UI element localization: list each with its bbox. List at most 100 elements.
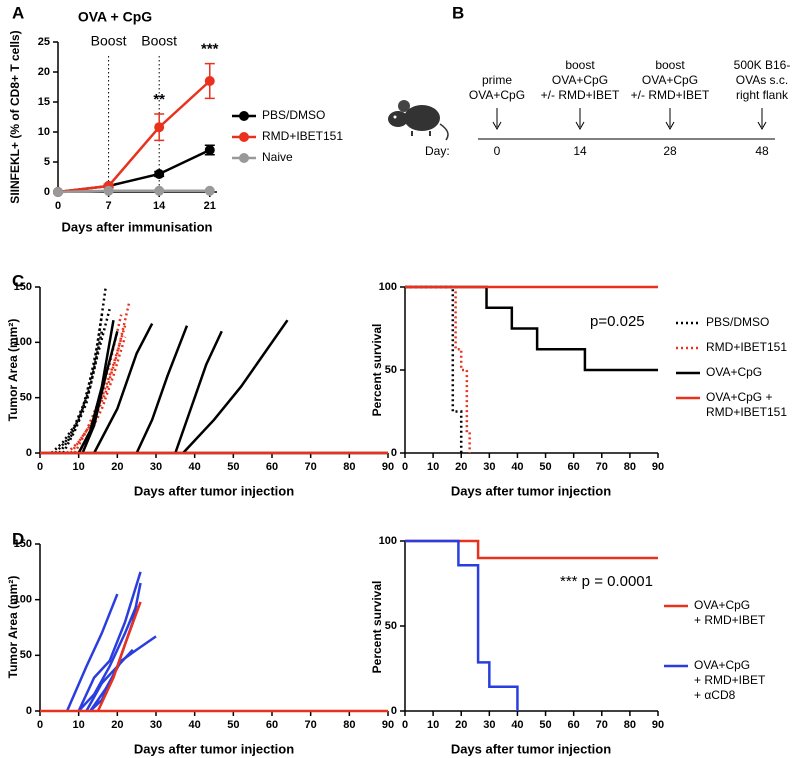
y-axis-title: Tumor Area (mm²)	[6, 319, 20, 422]
y-axis-title: SIINFEKL+ (% of CD8+ T cells)	[8, 30, 22, 203]
x-tick-label: 40	[189, 719, 201, 731]
x-tick-label: 10	[73, 461, 85, 473]
x-tick-label: 60	[266, 719, 278, 731]
event-label: prime OVA+CpG	[468, 73, 526, 102]
boost-label: Boost	[141, 33, 177, 49]
legend-label: OVA+CpG + RMD+IBET151	[706, 390, 788, 419]
mouse-icon	[388, 100, 449, 141]
series-line	[93, 322, 154, 454]
x-tick-label: 60	[568, 719, 580, 731]
data-point	[103, 185, 114, 196]
x-tick-label: 0	[37, 719, 43, 731]
x-axis-title: Days after tumor injection	[451, 483, 611, 498]
x-tick-label: 50	[227, 719, 239, 731]
legend-label: PBS/DMSO	[262, 108, 326, 122]
significance-label: **	[153, 91, 165, 108]
x-tick-label: 21	[204, 200, 216, 212]
x-tick-label: 14	[153, 200, 166, 212]
data-point	[154, 185, 165, 196]
y-tick-label: 0	[44, 186, 50, 198]
legend-label: RMD+IBET151	[262, 129, 344, 143]
x-tick-label: 0	[402, 719, 408, 731]
series-line	[50, 286, 107, 454]
y-axis-title: Percent survival	[370, 324, 384, 417]
y-axis-title: Tumor Area (mm²)	[6, 576, 20, 679]
x-tick-label: 30	[150, 461, 162, 473]
event-label: boost OVA+CpG +/- RMD+IBET	[630, 58, 710, 102]
series-line	[54, 331, 104, 454]
x-tick-label: 20	[455, 461, 467, 473]
legend-label: OVA+CpG + RMD+IBET + αCD8	[694, 658, 766, 702]
day-label: Day:	[425, 144, 450, 158]
x-axis-title: Days after immunisation	[62, 219, 213, 234]
y-tick-label: 50	[20, 649, 32, 661]
legend-label: Naive	[262, 150, 293, 164]
series-line	[77, 319, 115, 454]
legend-label: OVA+CpG + RMD+IBET	[694, 598, 766, 627]
x-tick-label: 20	[111, 461, 123, 473]
y-tick-label: 20	[38, 66, 50, 78]
event-day: 48	[755, 144, 769, 158]
data-point	[204, 185, 215, 196]
x-tick-label: 70	[596, 719, 608, 731]
data-point	[204, 145, 215, 155]
series-line	[174, 330, 223, 454]
y-axis-title: Percent survival	[370, 581, 384, 674]
x-tick-label: 10	[73, 719, 85, 731]
x-tick-label: 50	[227, 461, 239, 473]
series-line	[77, 571, 142, 712]
y-tick-label: 100	[379, 281, 397, 293]
x-tick-label: 80	[624, 461, 636, 473]
x-tick-label: 50	[539, 461, 551, 473]
x-tick-label: 20	[455, 719, 467, 731]
x-tick-label: 0	[55, 200, 61, 212]
chart-title: OVA + CpG	[78, 9, 152, 25]
y-tick-label: 25	[38, 36, 50, 48]
y-tick-label: 100	[14, 336, 32, 348]
panel-letter: D	[12, 529, 24, 548]
series-line	[135, 325, 189, 454]
event-day: 28	[663, 144, 677, 158]
y-tick-label: 50	[385, 620, 397, 632]
y-tick-label: 0	[26, 705, 32, 717]
x-tick-label: 80	[343, 719, 355, 731]
x-tick-label: 30	[483, 719, 495, 731]
event-arrowhead	[757, 121, 767, 131]
event-label: 500K B16- OVAs s.c. right flank	[733, 58, 791, 102]
x-tick-label: 20	[111, 719, 123, 731]
survival-curve	[405, 285, 463, 453]
panel-letter: B	[452, 3, 464, 22]
y-tick-label: 0	[391, 447, 397, 459]
x-tick-label: 0	[37, 461, 43, 473]
y-tick-label: 0	[391, 705, 397, 717]
x-tick-label: 10	[427, 719, 439, 731]
event-arrowhead	[575, 121, 585, 131]
x-tick-label: 0	[402, 461, 408, 473]
x-tick-label: 40	[189, 461, 201, 473]
event-label: boost OVA+CpG +/- RMD+IBET	[540, 58, 620, 102]
x-tick-label: 60	[266, 461, 278, 473]
survival-curve	[405, 285, 658, 372]
y-tick-label: 150	[14, 281, 32, 293]
series-line	[182, 319, 289, 454]
y-tick-label: 0	[26, 447, 32, 459]
y-tick-label: 100	[379, 535, 397, 547]
x-tick-label: 80	[343, 461, 355, 473]
survival-curve	[405, 539, 658, 560]
legend-label: PBS/DMSO	[706, 315, 770, 329]
data-point	[154, 122, 165, 133]
x-tick-label: 50	[539, 719, 551, 731]
x-tick-label: 70	[305, 719, 317, 731]
x-tick-label: 80	[624, 719, 636, 731]
x-axis-title: Days after tumor injection	[134, 741, 294, 756]
y-tick-label: 15	[38, 96, 50, 108]
x-tick-label: 90	[382, 461, 394, 473]
x-tick-label: 90	[382, 719, 394, 731]
x-tick-label: 40	[511, 719, 523, 731]
x-tick-label: 90	[652, 461, 664, 473]
series-line	[81, 330, 119, 454]
legend-label: RMD+IBET151	[706, 340, 788, 354]
series-line	[77, 604, 138, 712]
